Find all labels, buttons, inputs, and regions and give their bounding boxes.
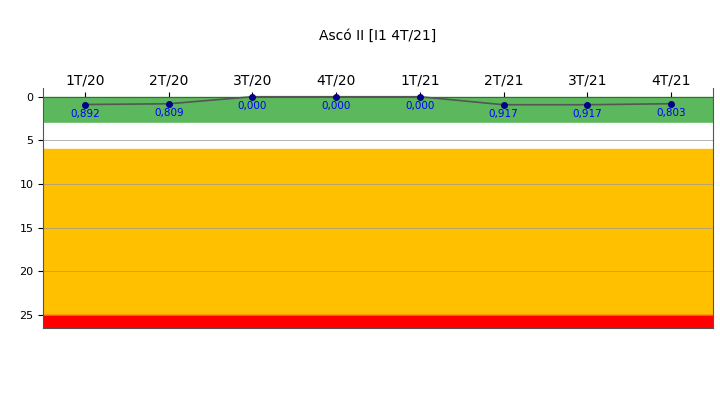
Title: Ascó II [I1 4T/21]: Ascó II [I1 4T/21] [320,28,436,42]
Text: 0,000: 0,000 [321,101,351,111]
Text: 0,809: 0,809 [154,108,184,118]
Bar [43,123,713,149]
Text: 0,892: 0,892 [70,109,100,119]
Bar [43,315,713,332]
Bar [43,97,713,123]
Text: 0,917: 0,917 [572,109,602,119]
Text: 0,917: 0,917 [489,109,518,119]
Text: 0,000: 0,000 [238,101,267,111]
Text: 0,803: 0,803 [656,108,685,118]
Text: 0,000: 0,000 [405,101,435,111]
Bar [43,149,713,315]
